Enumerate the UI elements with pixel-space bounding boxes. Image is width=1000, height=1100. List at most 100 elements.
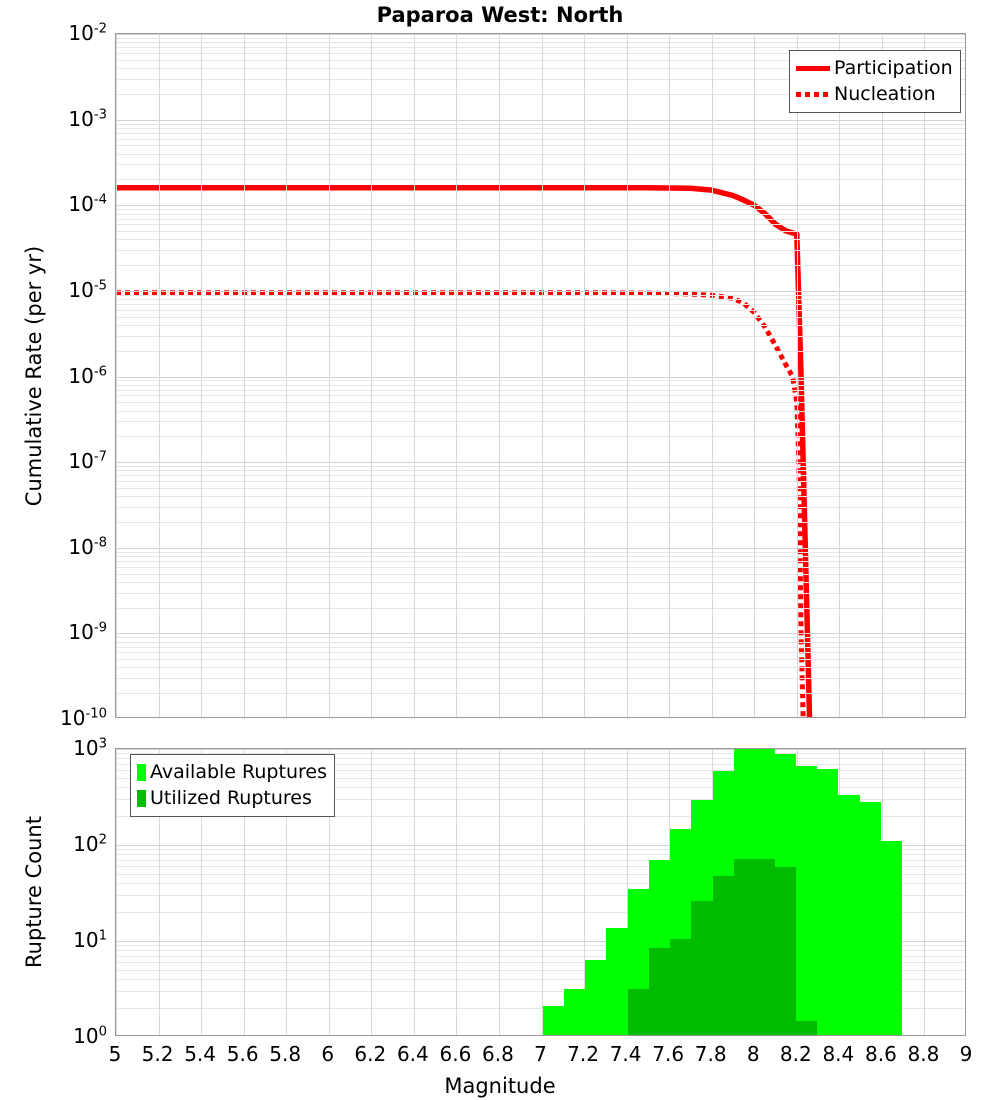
gridline-horizontal [116,481,965,483]
gridline-horizontal [116,991,965,993]
x-tick-label: 7.8 [694,1042,727,1066]
gridline-horizontal [116,693,965,695]
y-tick-label: 10-9 [68,620,107,645]
legend-label-participation: Participation [834,57,953,79]
gridline-horizontal [116,402,965,404]
legend-label-available-ruptures: Available Ruptures [150,761,327,783]
y-tick-label: 10-5 [68,277,107,302]
gridline-horizontal [116,581,965,583]
x-tick-label: 6.4 [396,1042,429,1066]
gridline-horizontal [116,410,965,412]
x-tick-label: 5.2 [141,1042,174,1066]
page-title: Paparoa West: North [376,3,624,27]
x-tick-label: 9 [959,1042,973,1066]
gridline-horizontal [116,770,965,772]
gridline-horizontal [116,667,965,669]
gridline-horizontal [116,873,965,875]
gridline-horizontal [116,506,965,508]
gridline-vertical [116,34,117,717]
gridline-vertical [243,749,245,1035]
gridline-horizontal [116,561,965,562]
y-tick-label: 100 [73,1024,107,1048]
gridline-horizontal [116,37,965,39]
gridline-horizontal [116,854,965,856]
gridline-vertical [328,34,330,717]
gridline-horizontal [116,883,965,885]
top-panel-legend: Participation Nucleation [789,50,961,113]
x-tick-label: 5.8 [269,1042,302,1066]
gridline-horizontal [116,78,965,80]
gridline-horizontal [116,179,965,181]
gridline-horizontal [116,845,965,846]
x-tick-label: 7.2 [567,1042,599,1066]
gridline-horizontal [116,380,965,382]
gridline-vertical [158,34,160,717]
gridline-horizontal [116,521,965,523]
y-tick-label: 10-3 [68,106,107,131]
gridline-horizontal [116,758,965,760]
x-tick-label: 6.2 [354,1042,387,1066]
gridline-horizontal [116,316,965,318]
gridline-horizontal [116,376,965,378]
gridline-horizontal [116,849,965,851]
gridline-horizontal [116,496,965,498]
gridline-horizontal [116,895,965,897]
gridline-horizontal [116,231,965,233]
rate-curves [116,185,813,717]
gridline-horizontal [116,127,965,129]
gridline-vertical [881,34,883,717]
gridline-vertical [243,34,245,717]
gridline-horizontal [116,866,965,868]
y-tick-label: 10-8 [68,534,107,559]
y-tick-label: 10-10 [60,706,107,730]
gridline-horizontal [116,547,965,549]
gridline-vertical [584,34,586,717]
gridline-horizontal [116,979,965,981]
utilized-rupture-bar [755,867,796,1035]
legend-item-available-ruptures: Available Ruptures [137,759,327,785]
gridline-horizontal [116,641,965,643]
gridline-horizontal [116,475,965,477]
x-tick-label: 8.8 [907,1042,940,1066]
x-tick-label: 5.4 [184,1042,216,1066]
gridline-horizontal [116,566,965,568]
gridline-vertical [924,749,926,1035]
gridline-horizontal [116,239,965,241]
gridline-vertical [456,749,458,1035]
gridline-horizontal [116,294,965,296]
gridline-horizontal [116,607,965,609]
legend-label-nucleation: Nucleation [834,83,936,105]
gridline-horizontal [116,466,965,468]
gridline-horizontal [116,138,965,140]
gridline-horizontal [116,787,965,789]
gridline-vertical [711,34,713,717]
x-tick-label: 8 [746,1042,760,1066]
utilized-ruptures-color-swatch-icon [137,789,146,807]
gridline-horizontal [116,335,965,337]
gridline-horizontal [116,299,965,301]
gridline-horizontal [116,224,965,226]
gridline-horizontal [116,59,965,61]
gridline-horizontal [116,941,965,942]
gridline-horizontal [116,119,965,121]
gridline-vertical [371,34,373,717]
x-tick-label: 6.6 [439,1042,472,1066]
gridline-horizontal [116,265,965,267]
gridline-vertical [371,749,373,1035]
gridline-horizontal [116,955,965,957]
gridline-horizontal [116,912,965,914]
x-tick-label: 7.6 [652,1042,685,1066]
gridline-vertical [796,34,798,717]
x-tick-label: 6 [321,1042,335,1066]
gridline-horizontal [116,324,965,326]
legend-item-participation: Participation [796,55,953,81]
gridline-vertical [201,749,203,1035]
bottom-panel-legend: Available Ruptures Utilized Ruptures [130,754,335,817]
gridline-vertical [158,749,160,1035]
gridline-vertical [286,34,288,717]
gridline-vertical [626,749,628,1035]
gridline-horizontal [116,592,965,594]
gridline-horizontal [116,350,965,352]
gridline-vertical [201,34,203,717]
